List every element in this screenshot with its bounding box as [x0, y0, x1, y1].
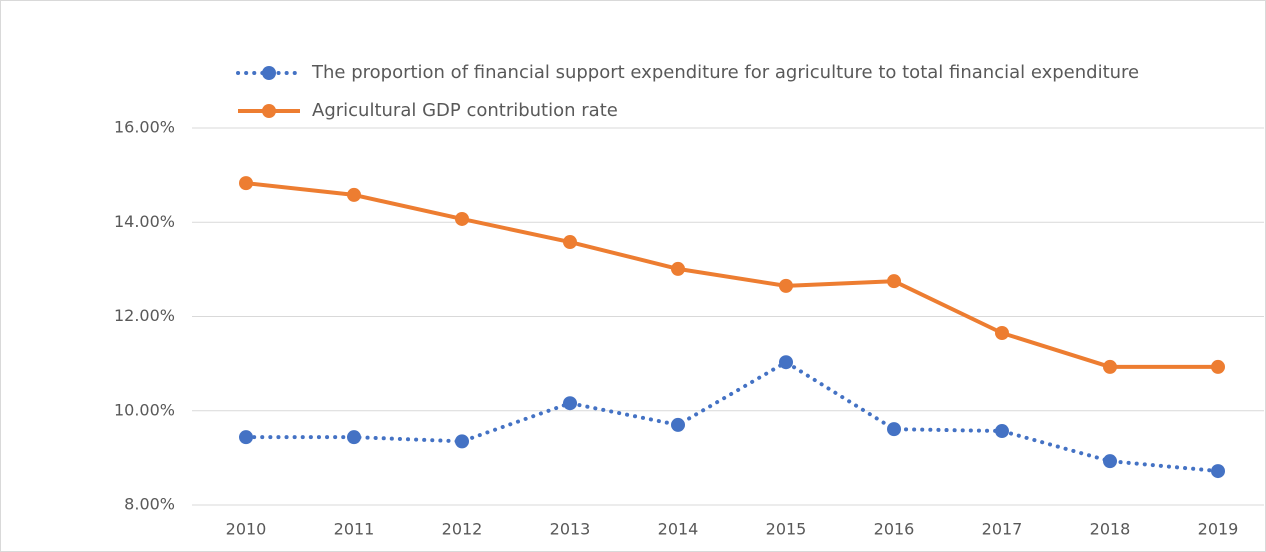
x-tick-label: 2013	[550, 520, 591, 539]
x-tick-label: 2017	[982, 520, 1023, 539]
point	[239, 430, 253, 445]
point	[1211, 464, 1225, 479]
series-line	[244, 359, 1220, 474]
point	[563, 396, 577, 411]
point	[887, 274, 901, 289]
y-tick-label: 10.00%	[114, 400, 175, 419]
x-tick-label: 2010	[226, 520, 267, 539]
point	[779, 355, 793, 370]
point	[887, 422, 901, 437]
point	[995, 325, 1009, 340]
point	[347, 430, 361, 445]
point	[455, 434, 469, 449]
point	[1103, 454, 1117, 469]
x-tick-label: 2011	[334, 520, 375, 539]
x-tick-label: 2019	[1198, 520, 1239, 539]
legend-marker	[262, 66, 276, 80]
legend-text: Agricultural GDP contribution rate	[312, 100, 618, 121]
series-line	[245, 181, 1218, 369]
legend-marker	[262, 104, 276, 118]
point	[347, 187, 361, 202]
x-tick-label: 2012	[442, 520, 483, 539]
y-tick-label: 16.00%	[114, 118, 175, 137]
point	[671, 261, 685, 276]
point	[995, 424, 1009, 439]
point	[1103, 359, 1117, 374]
x-tick-label: 2015	[766, 520, 807, 539]
point	[779, 278, 793, 293]
y-tick-label: 14.00%	[114, 212, 175, 231]
y-tick-label: 12.00%	[114, 306, 175, 325]
legend-text: The proportion of financial support expe…	[311, 62, 1139, 83]
point	[563, 235, 577, 250]
point	[239, 176, 253, 191]
x-tick-label: 2018	[1090, 520, 1131, 539]
point	[671, 417, 685, 432]
point	[455, 211, 469, 226]
point	[1211, 359, 1225, 374]
y-tick-label: 8.00%	[124, 495, 175, 514]
x-tick-label: 2014	[658, 520, 699, 539]
x-tick-label: 2016	[874, 520, 915, 539]
